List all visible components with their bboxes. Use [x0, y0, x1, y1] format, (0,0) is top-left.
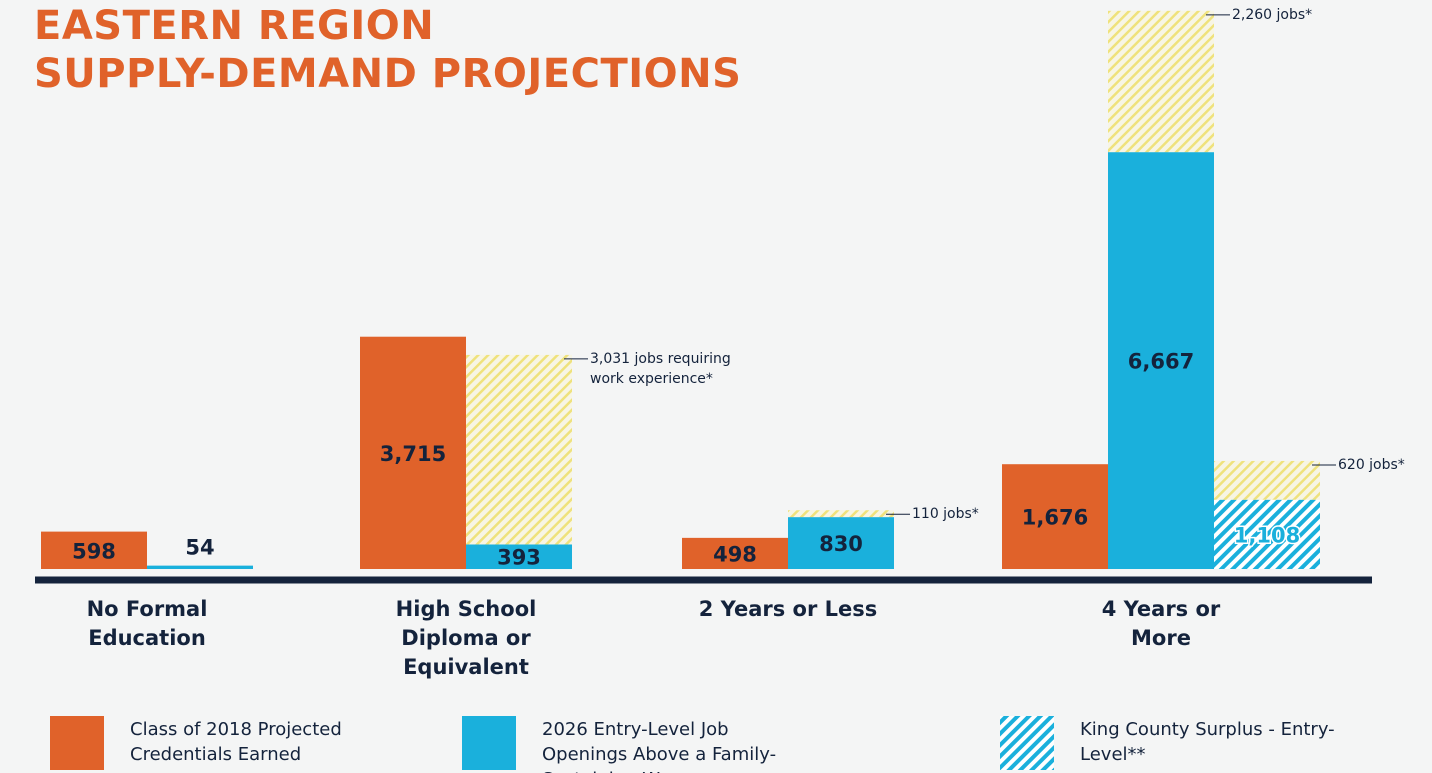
x-tick-label: High School Diploma or Equivalent: [395, 597, 537, 679]
bar: [788, 517, 894, 569]
value-label: 393: [497, 546, 541, 570]
title-line: SUPPLY-DEMAND PROJECTIONS: [34, 51, 742, 97]
legend-swatch: [50, 716, 104, 770]
value-label: 598: [72, 539, 116, 563]
chart-title: EASTERN REGION SUPPLY-DEMAND PROJECTIONS: [34, 2, 741, 98]
bar: [1002, 464, 1108, 569]
x-tick-label: 4 Years or More: [1101, 597, 1221, 650]
x-tick-label: 2 Years or Less: [698, 597, 878, 621]
annotation: 3,031 jobs requiring work experience*: [590, 350, 731, 387]
value-label: 6,667: [1128, 350, 1194, 374]
legend-label: 2026 Entry-Level Job Openings Above a Fa…: [542, 719, 777, 773]
legend-swatch: [1000, 716, 1054, 770]
annotation: 110 jobs*: [912, 506, 979, 523]
annotation: 2,260 jobs*: [1232, 6, 1313, 23]
bar: [466, 354, 572, 545]
value-label: 1,676: [1022, 506, 1088, 530]
value-label: 54: [185, 536, 214, 560]
bar: [1214, 499, 1320, 569]
bar: [147, 565, 253, 569]
x-tick-label: No Formal Education: [86, 597, 208, 650]
legend-label: King County Surplus - Entry-Level**: [1080, 719, 1335, 765]
value-label: 3,715: [380, 442, 446, 466]
bar: [1108, 10, 1214, 153]
bar: [41, 531, 147, 569]
value-label: 498: [713, 542, 757, 566]
bar: [466, 544, 572, 569]
bar: [788, 510, 894, 518]
bar: [360, 336, 466, 569]
bar: [1214, 460, 1320, 500]
annotation: 620 jobs*: [1338, 456, 1405, 473]
value-label: 830: [819, 532, 863, 556]
title-line: EASTERN REGION: [34, 3, 435, 49]
value-label: 1,108: [1234, 523, 1300, 547]
legend-label: Class of 2018 Projected Credentials Earn…: [130, 719, 342, 765]
bar: [1108, 152, 1214, 569]
bar: [682, 537, 788, 569]
legend-swatch: [462, 716, 516, 770]
